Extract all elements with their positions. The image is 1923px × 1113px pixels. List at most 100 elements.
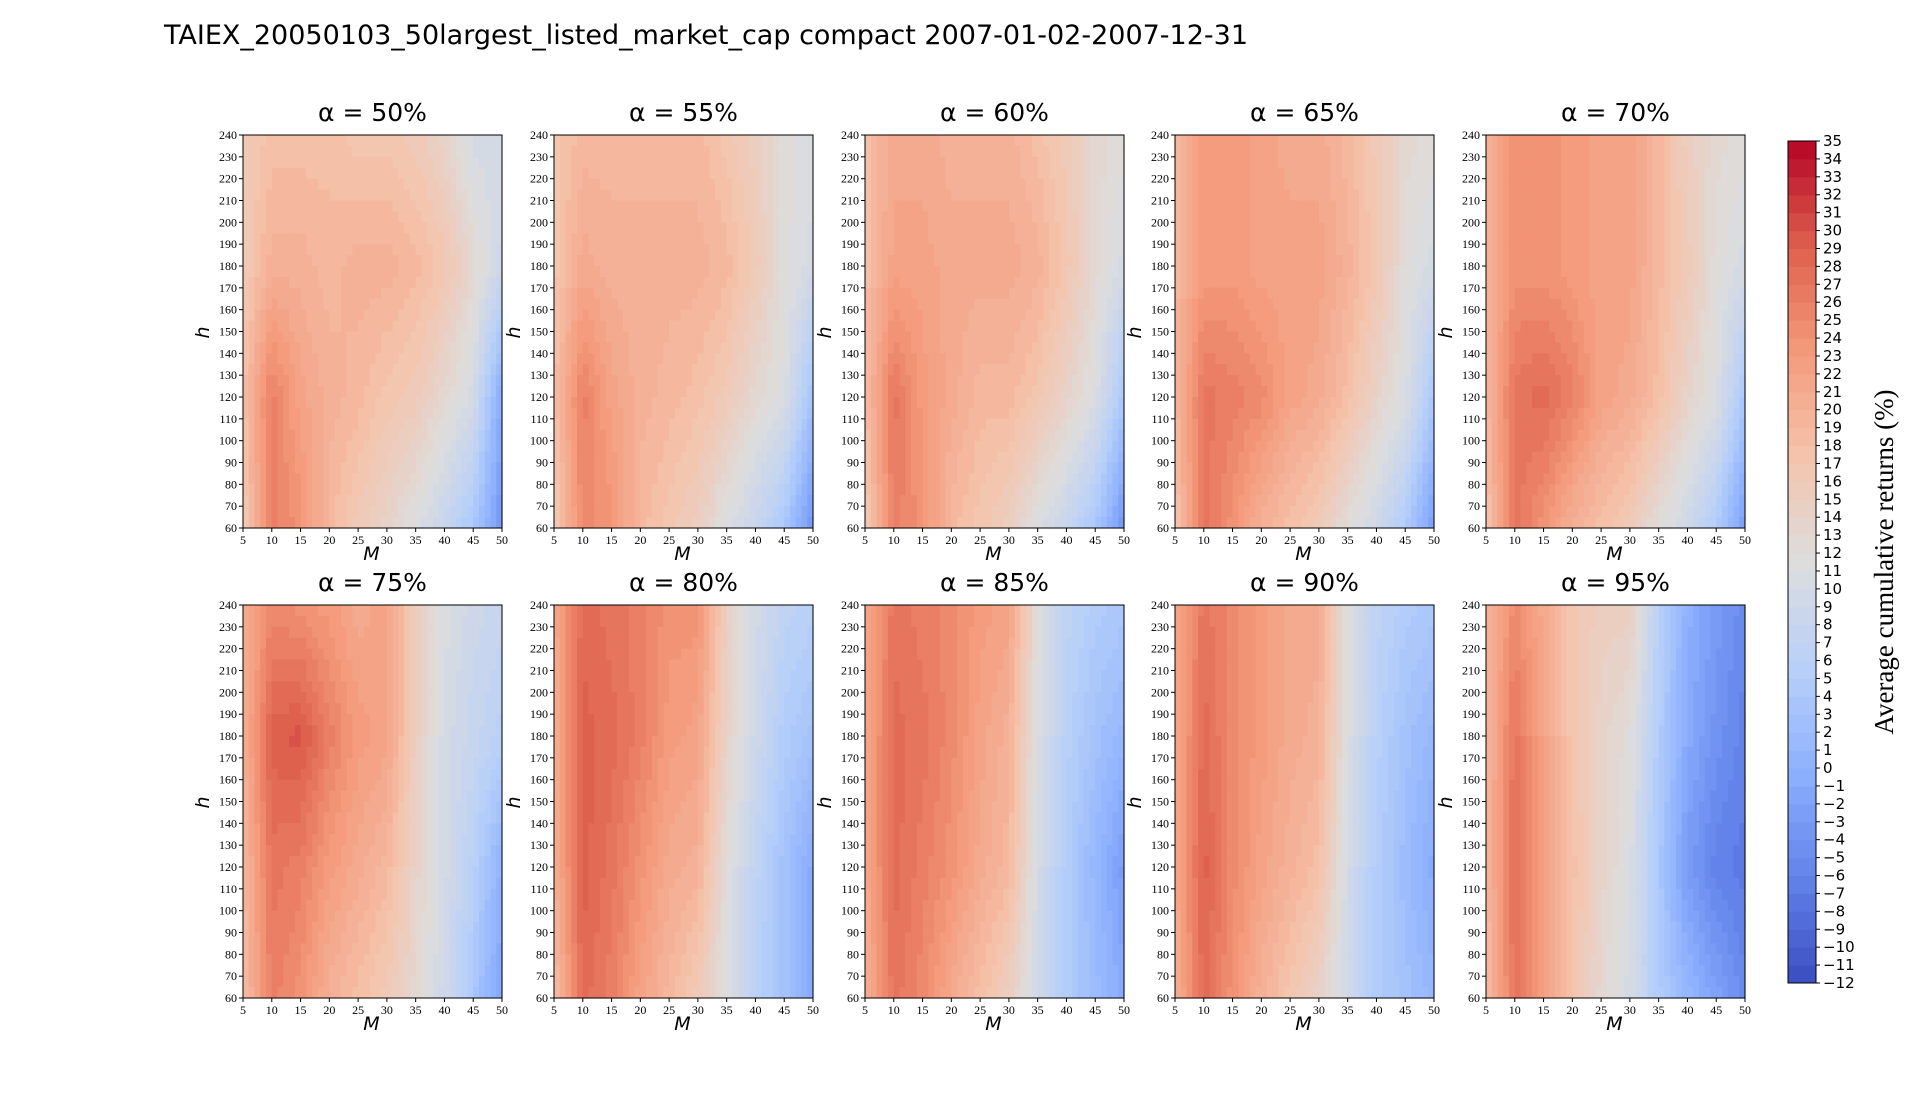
heatmap-cell (352, 495, 358, 507)
heatmap-cell (946, 244, 952, 256)
heatmap-cell (727, 211, 733, 223)
heatmap-cell (583, 211, 589, 223)
heatmap-cell (295, 310, 301, 322)
heatmap-cell (900, 266, 906, 278)
heatmap-cell (577, 375, 583, 387)
heatmap-cell (888, 299, 894, 311)
heatmap-cell (658, 484, 664, 496)
heatmap-cell (951, 386, 957, 398)
heatmap-cell (370, 211, 376, 223)
heatmap-cell (744, 484, 750, 496)
heatmap-cell (358, 517, 364, 529)
heatmap-cell (773, 299, 779, 311)
heatmap-cell (612, 157, 618, 169)
heatmap-cell (1089, 244, 1095, 256)
heatmap-cell (917, 266, 923, 278)
heatmap-cell (658, 288, 664, 300)
heatmap-cell (877, 364, 883, 376)
heatmap-cell (663, 419, 669, 431)
heatmap-cell (318, 222, 324, 234)
heatmap-cell (427, 473, 433, 485)
heatmap-cell (329, 397, 335, 409)
heatmap-cell (352, 233, 358, 245)
heatmap-cell (1084, 179, 1090, 191)
heatmap-cell (243, 288, 249, 300)
heatmap-cell (554, 386, 560, 398)
heatmap-cell (329, 408, 335, 420)
heatmap-cell (617, 353, 623, 365)
heatmap-cell (646, 244, 652, 256)
heatmap-cell (566, 190, 572, 202)
heatmap-cell (490, 299, 496, 311)
heatmap-cell (283, 179, 289, 191)
heatmap-cell (732, 506, 738, 518)
heatmap-cell (485, 233, 491, 245)
heatmap-cell (577, 408, 583, 420)
heatmap-cell (669, 506, 675, 518)
heatmap-cell (324, 310, 330, 322)
heatmap-cell (560, 441, 566, 453)
heatmap-cell (560, 277, 566, 289)
heatmap-cell (1020, 288, 1026, 300)
heatmap-cell (727, 430, 733, 442)
heatmap-cell (934, 135, 940, 147)
heatmap-cell (928, 419, 934, 431)
heatmap-cell (427, 441, 433, 453)
heatmap-cell (1095, 266, 1101, 278)
heatmap-cell (635, 452, 641, 464)
heatmap-cell (1043, 342, 1049, 354)
heatmap-cell (1015, 179, 1021, 191)
heatmap-cell (963, 321, 969, 333)
heatmap-cell (347, 397, 353, 409)
heatmap-cell (946, 211, 952, 223)
heatmap-cell (692, 157, 698, 169)
heatmap-cell (306, 146, 312, 158)
heatmap-cell (997, 244, 1003, 256)
heatmap-cell (917, 430, 923, 442)
heatmap-cell (796, 495, 802, 507)
heatmap-cell (324, 517, 330, 529)
heatmap-cell (479, 332, 485, 344)
heatmap-cell (669, 211, 675, 223)
heatmap-cell (658, 266, 664, 278)
heatmap-cell (951, 419, 957, 431)
heatmap-cell (963, 430, 969, 442)
heatmap-cell (329, 419, 335, 431)
heatmap-cell (1026, 222, 1032, 234)
heatmap-cell (905, 375, 911, 387)
heatmap-cell (324, 288, 330, 300)
heatmap-cell (623, 211, 629, 223)
heatmap-cell (594, 342, 600, 354)
heatmap-cell (566, 299, 572, 311)
heatmap-cell (324, 452, 330, 464)
heatmap-cell (698, 179, 704, 191)
heatmap-cell (681, 430, 687, 442)
heatmap-cell (767, 495, 773, 507)
heatmap-cell (370, 517, 376, 529)
heatmap-cell (594, 310, 600, 322)
heatmap-cell (456, 222, 462, 234)
heatmap-cell (1061, 168, 1067, 180)
heatmap-cell (715, 452, 721, 464)
heatmap-cell (686, 222, 692, 234)
heatmap-cell (755, 299, 761, 311)
heatmap-cell (1095, 375, 1101, 387)
heatmap-cell (784, 168, 790, 180)
heatmap-cell (1066, 484, 1072, 496)
heatmap-cell (341, 342, 347, 354)
heatmap-cell (629, 386, 635, 398)
heatmap-cell (1107, 463, 1113, 475)
heatmap-cell (606, 244, 612, 256)
heatmap-cell (1061, 321, 1067, 333)
heatmap-cell (398, 211, 404, 223)
heatmap-cell (790, 484, 796, 496)
heatmap-cell (1089, 419, 1095, 431)
heatmap-cell (427, 201, 433, 213)
heatmap-cell (577, 452, 583, 464)
heatmap-cell (1101, 375, 1107, 387)
heatmap-cell (698, 473, 704, 485)
heatmap-cell (732, 364, 738, 376)
heatmap-cell (727, 386, 733, 398)
heatmap-cell (871, 484, 877, 496)
heatmap-cell (433, 397, 439, 409)
